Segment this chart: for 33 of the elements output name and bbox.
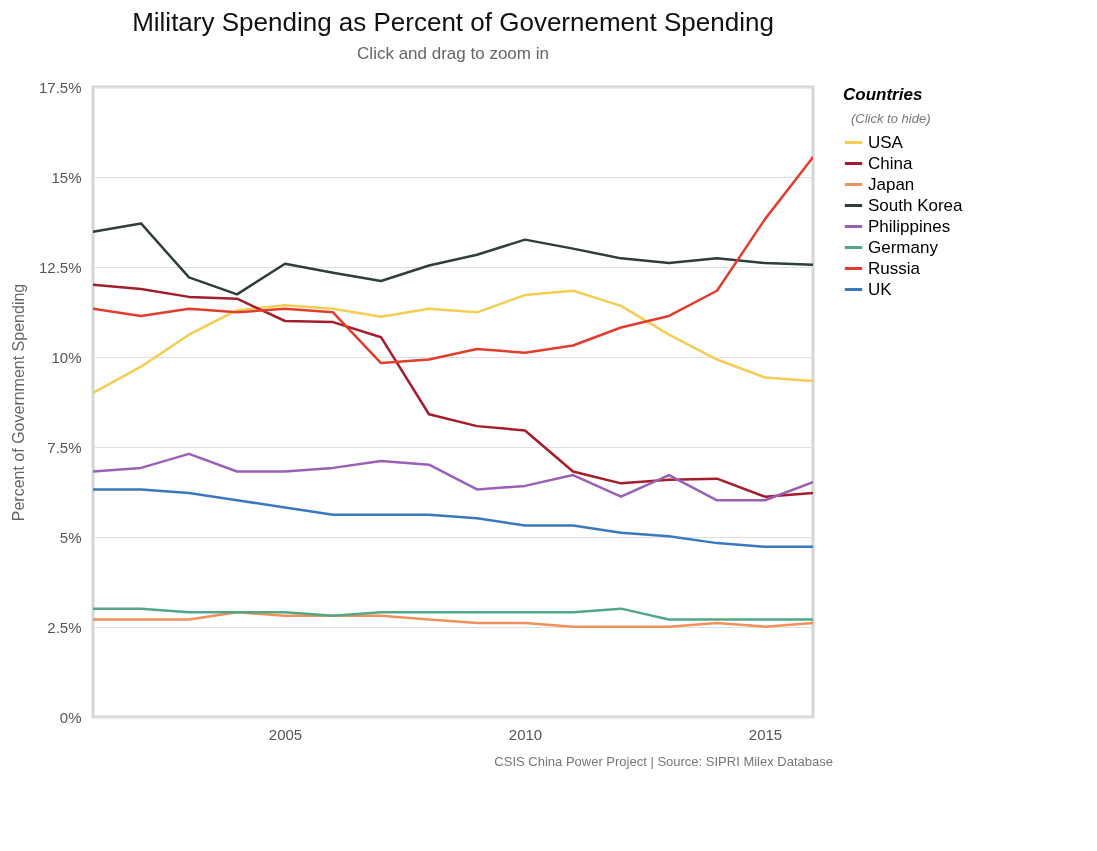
y-tick-label: 2.5% <box>47 618 82 636</box>
legend-title: Countries <box>843 85 923 104</box>
legend-label: Japan <box>868 174 915 194</box>
line-series <box>93 222 813 296</box>
y-tick-label: 7.5% <box>47 438 82 456</box>
x-tick-label: 2015 <box>748 725 783 743</box>
line-series <box>93 283 813 498</box>
line-series <box>93 289 813 395</box>
text: CSIS China Power Project | Source: SIPRI Milex Database <box>494 754 833 769</box>
x-tick-label: 2010 <box>508 725 543 743</box>
y-tick-label: 10% <box>51 348 82 366</box>
line-series <box>93 607 813 621</box>
y-tick-label: 15% <box>51 168 82 186</box>
x-tick-label: 2005 <box>268 725 303 743</box>
y-tick-label: 0% <box>59 708 82 726</box>
chart-title: Military Spending as Percent of Governement Spending <box>132 7 774 37</box>
legend-label: UK <box>868 279 893 299</box>
legend-label: USA <box>868 132 904 152</box>
legend-label: Russia <box>868 258 921 278</box>
y-tick-label: 12.5% <box>38 258 82 276</box>
text: (Click to hide) <box>851 111 931 126</box>
line-series <box>93 610 813 628</box>
legend-label: Germany <box>868 237 939 257</box>
legend-label: Philippines <box>868 216 951 236</box>
line-series <box>93 155 813 365</box>
y-tick-label: 5% <box>59 528 82 546</box>
legend-label: China <box>868 153 913 173</box>
line-series <box>93 488 813 548</box>
legend-label: South Korea <box>868 195 964 215</box>
y-tick-label: 17.5% <box>38 78 82 96</box>
chart-subtitle: Click and drag to zoom in <box>357 44 549 63</box>
y-axis-title: Percent of Government Spending <box>9 283 27 522</box>
line-series <box>93 452 813 502</box>
